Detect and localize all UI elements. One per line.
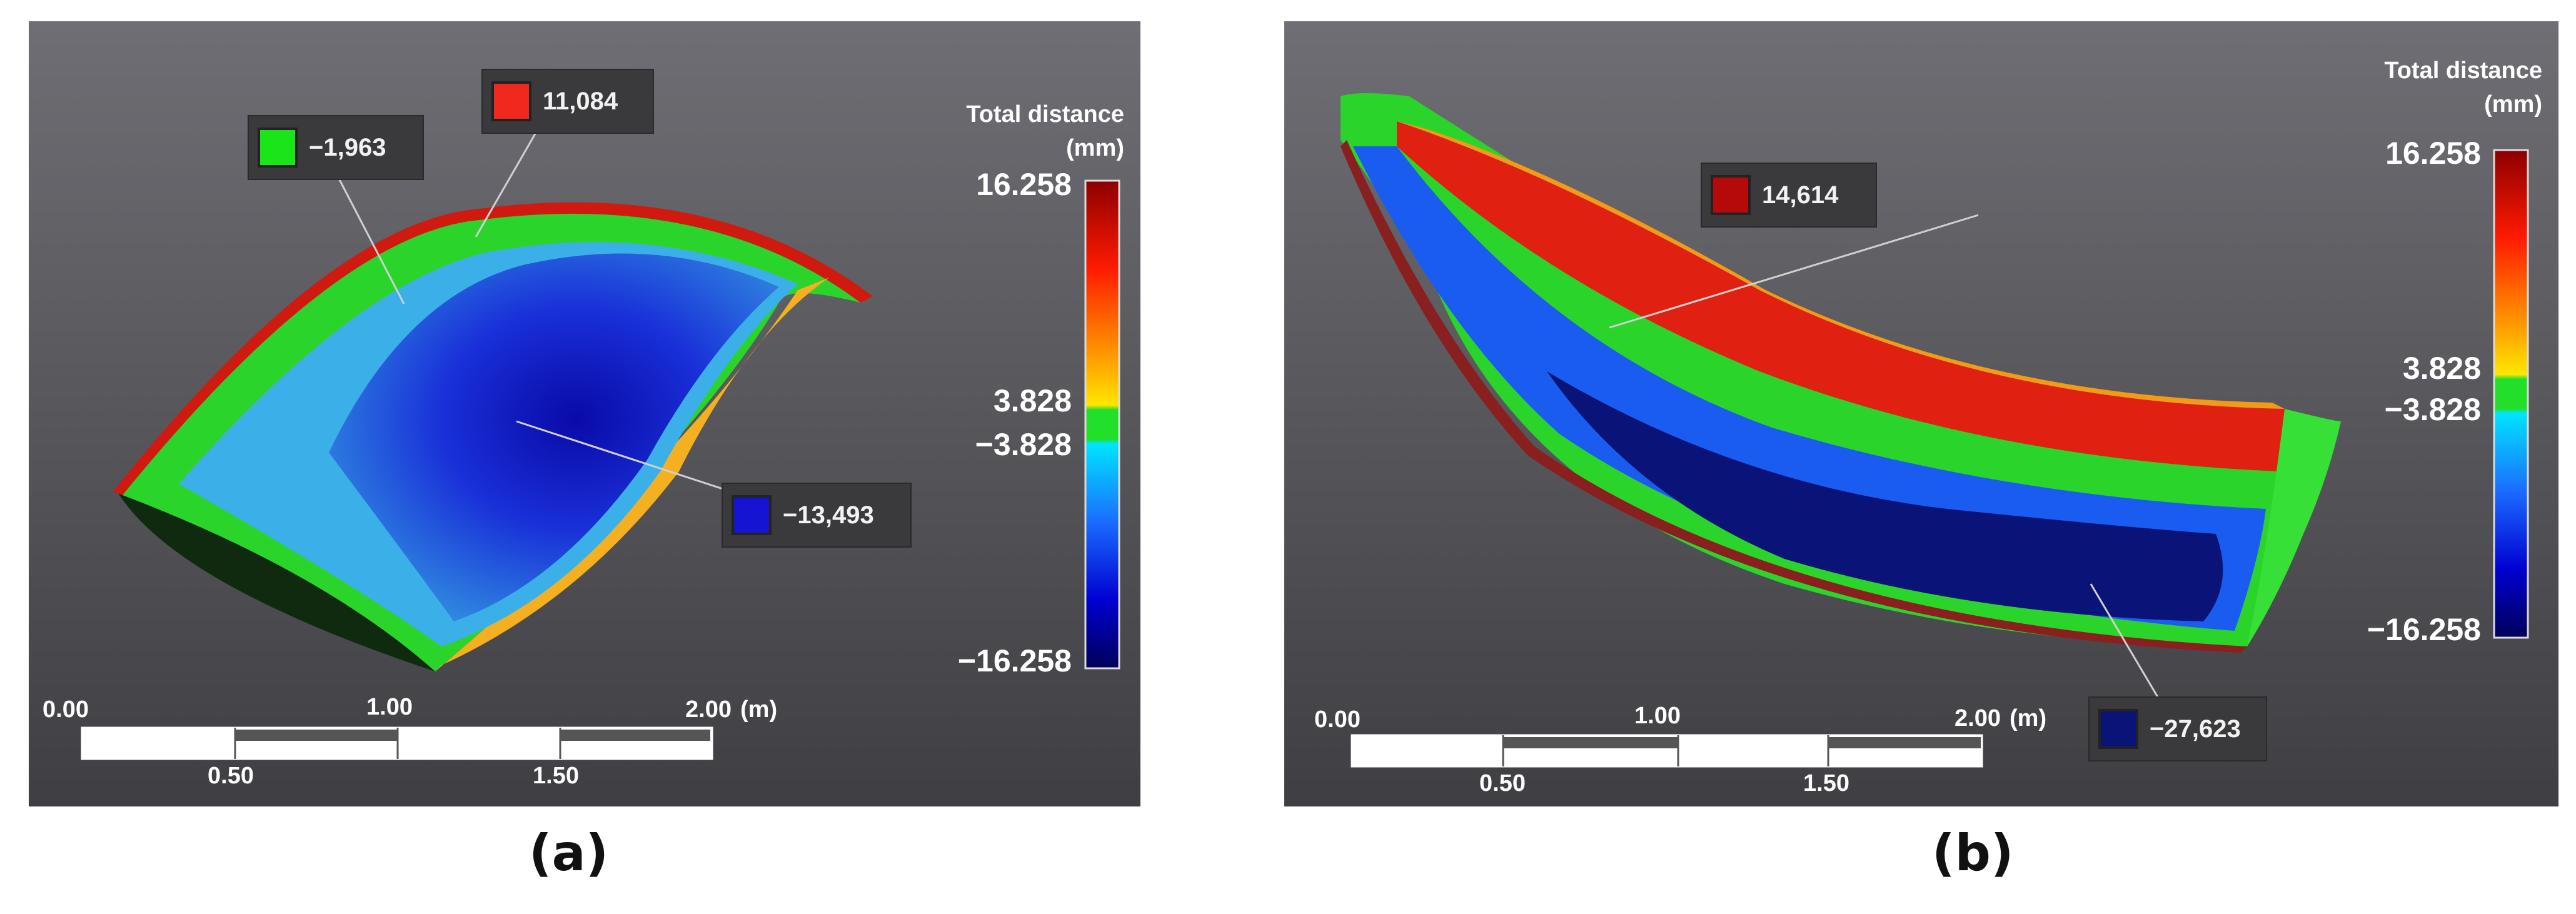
colorbar-b-title: Total distance (mm) [2384, 54, 2542, 121]
colorbar-b-lower-tol: −3.828 [2384, 392, 2481, 427]
scale-b-tick-150: 1.50 [1803, 770, 1849, 796]
colorbar-b [2493, 149, 2529, 639]
colorbar-a-max: 16.258 [976, 167, 1072, 202]
surface-a-blue [329, 253, 779, 622]
swatch-b-red [1711, 175, 1751, 215]
swatch-b-navy [2098, 709, 2138, 749]
colorbar-a [1084, 179, 1120, 670]
caption-b: (b) [1932, 824, 2014, 882]
callout-a-blue: −13,493 [723, 484, 910, 546]
colorbar-a-min: −16.258 [957, 643, 1072, 678]
swatch-a-red [491, 81, 531, 121]
scale-a-tick-150: 1.50 [533, 763, 579, 789]
callout-a-blue-value: −13,493 [783, 501, 874, 529]
colorbar-a-title-line2: (mm) [1066, 135, 1124, 161]
scale-a-unit: (m) [740, 696, 778, 723]
scale-b-tick-0: 0.00 [1314, 706, 1361, 733]
scale-a-tick-2: 2.00 [685, 696, 732, 723]
panel-b-render [1284, 21, 2558, 806]
colorbar-a-lower-tol: −3.828 [975, 427, 1072, 462]
colorbar-a-title: Total distance (mm) [966, 98, 1124, 165]
surface-a-underside [116, 490, 435, 671]
callout-a-red: 11,084 [483, 70, 653, 133]
scale-a-tick-0: 0.00 [43, 696, 89, 723]
caption-a: (a) [529, 824, 609, 882]
surface-b-navy [1547, 371, 2223, 621]
panel-a: −1,963 11,084 −13,493 Total distance (mm… [29, 21, 1140, 806]
surface-b-end [2247, 409, 2341, 646]
colorbar-b-title-line1: Total distance [2384, 58, 2542, 84]
callout-b-red-value: 14,614 [1762, 181, 1839, 209]
callout-a-green: −1,963 [249, 116, 423, 179]
scale-a-tick-050: 0.50 [208, 763, 254, 789]
callout-b-red: 14,614 [1702, 164, 1876, 226]
scale-a-tick-1: 1.00 [366, 694, 413, 720]
panel-b: 14,614 −27,623 Total distance (mm) 16.25… [1284, 21, 2558, 806]
callout-a-red-value: 11,084 [543, 88, 618, 115]
colorbar-a-upper-tol: 3.828 [993, 383, 1072, 418]
leader-a-green [334, 171, 405, 304]
panel-a-render [29, 21, 1140, 806]
callout-a-green-value: −1,963 [309, 134, 386, 161]
scale-b-tick-2: 2.00 [1955, 705, 2001, 731]
colorbar-b-title-line2: (mm) [2484, 91, 2542, 118]
leader-b-red [1609, 214, 1979, 329]
swatch-a-green [258, 128, 298, 168]
colorbar-b-max: 16.258 [2385, 136, 2481, 171]
colorbar-b-min: −16.258 [2367, 612, 2481, 647]
surface-b-blue-band [1353, 146, 2266, 631]
scale-bar-b [1351, 734, 1983, 768]
surface-b-red-band [1397, 121, 2287, 471]
leader-a-red [475, 133, 536, 238]
scale-b-tick-1: 1.00 [1634, 703, 1681, 729]
swatch-a-blue [732, 495, 772, 535]
colorbar-b-upper-tol: 3.828 [2402, 351, 2481, 386]
scale-b-tick-050: 0.50 [1479, 770, 1526, 796]
leader-b-navy [2090, 583, 2161, 701]
callout-b-navy: −27,623 [2090, 698, 2266, 760]
scale-b-unit: (m) [2010, 705, 2047, 731]
callout-b-navy-value: −27,623 [2150, 715, 2241, 743]
leader-a-blue [516, 420, 723, 490]
scale-bar-a [81, 726, 713, 760]
colorbar-a-title-line1: Total distance [966, 101, 1124, 128]
